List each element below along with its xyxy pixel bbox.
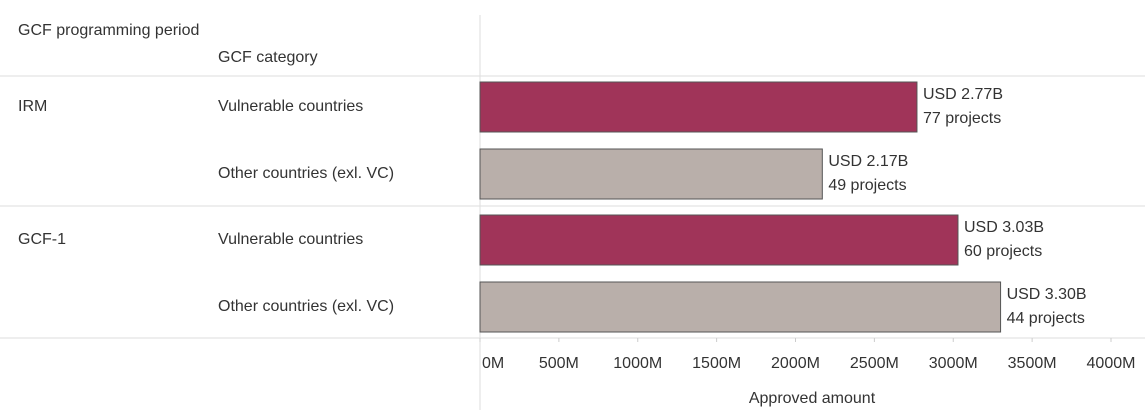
value-label: USD 2.77B: [923, 86, 1003, 103]
x-axis-title: Approved amount: [749, 390, 876, 407]
category-label: Vulnerable countries: [218, 98, 363, 115]
value-label: USD 2.17B: [828, 153, 908, 170]
x-tick-label: 3000M: [929, 355, 978, 372]
column-header: GCF category: [218, 49, 318, 66]
value-label: USD 3.03B: [964, 219, 1044, 236]
x-tick-label: 2000M: [771, 355, 820, 372]
column-header: GCF programming period: [18, 22, 200, 39]
category-label: Other countries (exl. VC): [218, 298, 394, 315]
x-tick-label: 2500M: [850, 355, 899, 372]
x-tick-label: 1000M: [613, 355, 662, 372]
value-label: USD 3.30B: [1007, 286, 1087, 303]
bar: [479, 81, 918, 133]
count-label: 60 projects: [964, 243, 1042, 260]
category-label: Other countries (exl. VC): [218, 165, 394, 182]
x-tick-label: 0M: [482, 355, 504, 372]
count-label: 77 projects: [923, 110, 1001, 127]
category-label: Vulnerable countries: [218, 231, 363, 248]
count-label: 49 projects: [828, 177, 906, 194]
x-tick-label: 4000M: [1087, 355, 1136, 372]
count-label: 44 projects: [1007, 310, 1085, 327]
x-tick-label: 3500M: [1008, 355, 1057, 372]
period-label: GCF-1: [18, 231, 66, 248]
period-label: IRM: [18, 98, 47, 115]
x-tick-label: 1500M: [692, 355, 741, 372]
bar: [479, 148, 823, 200]
x-tick-label: 500M: [539, 355, 579, 372]
bar: [479, 214, 959, 266]
bar: [479, 281, 1002, 333]
